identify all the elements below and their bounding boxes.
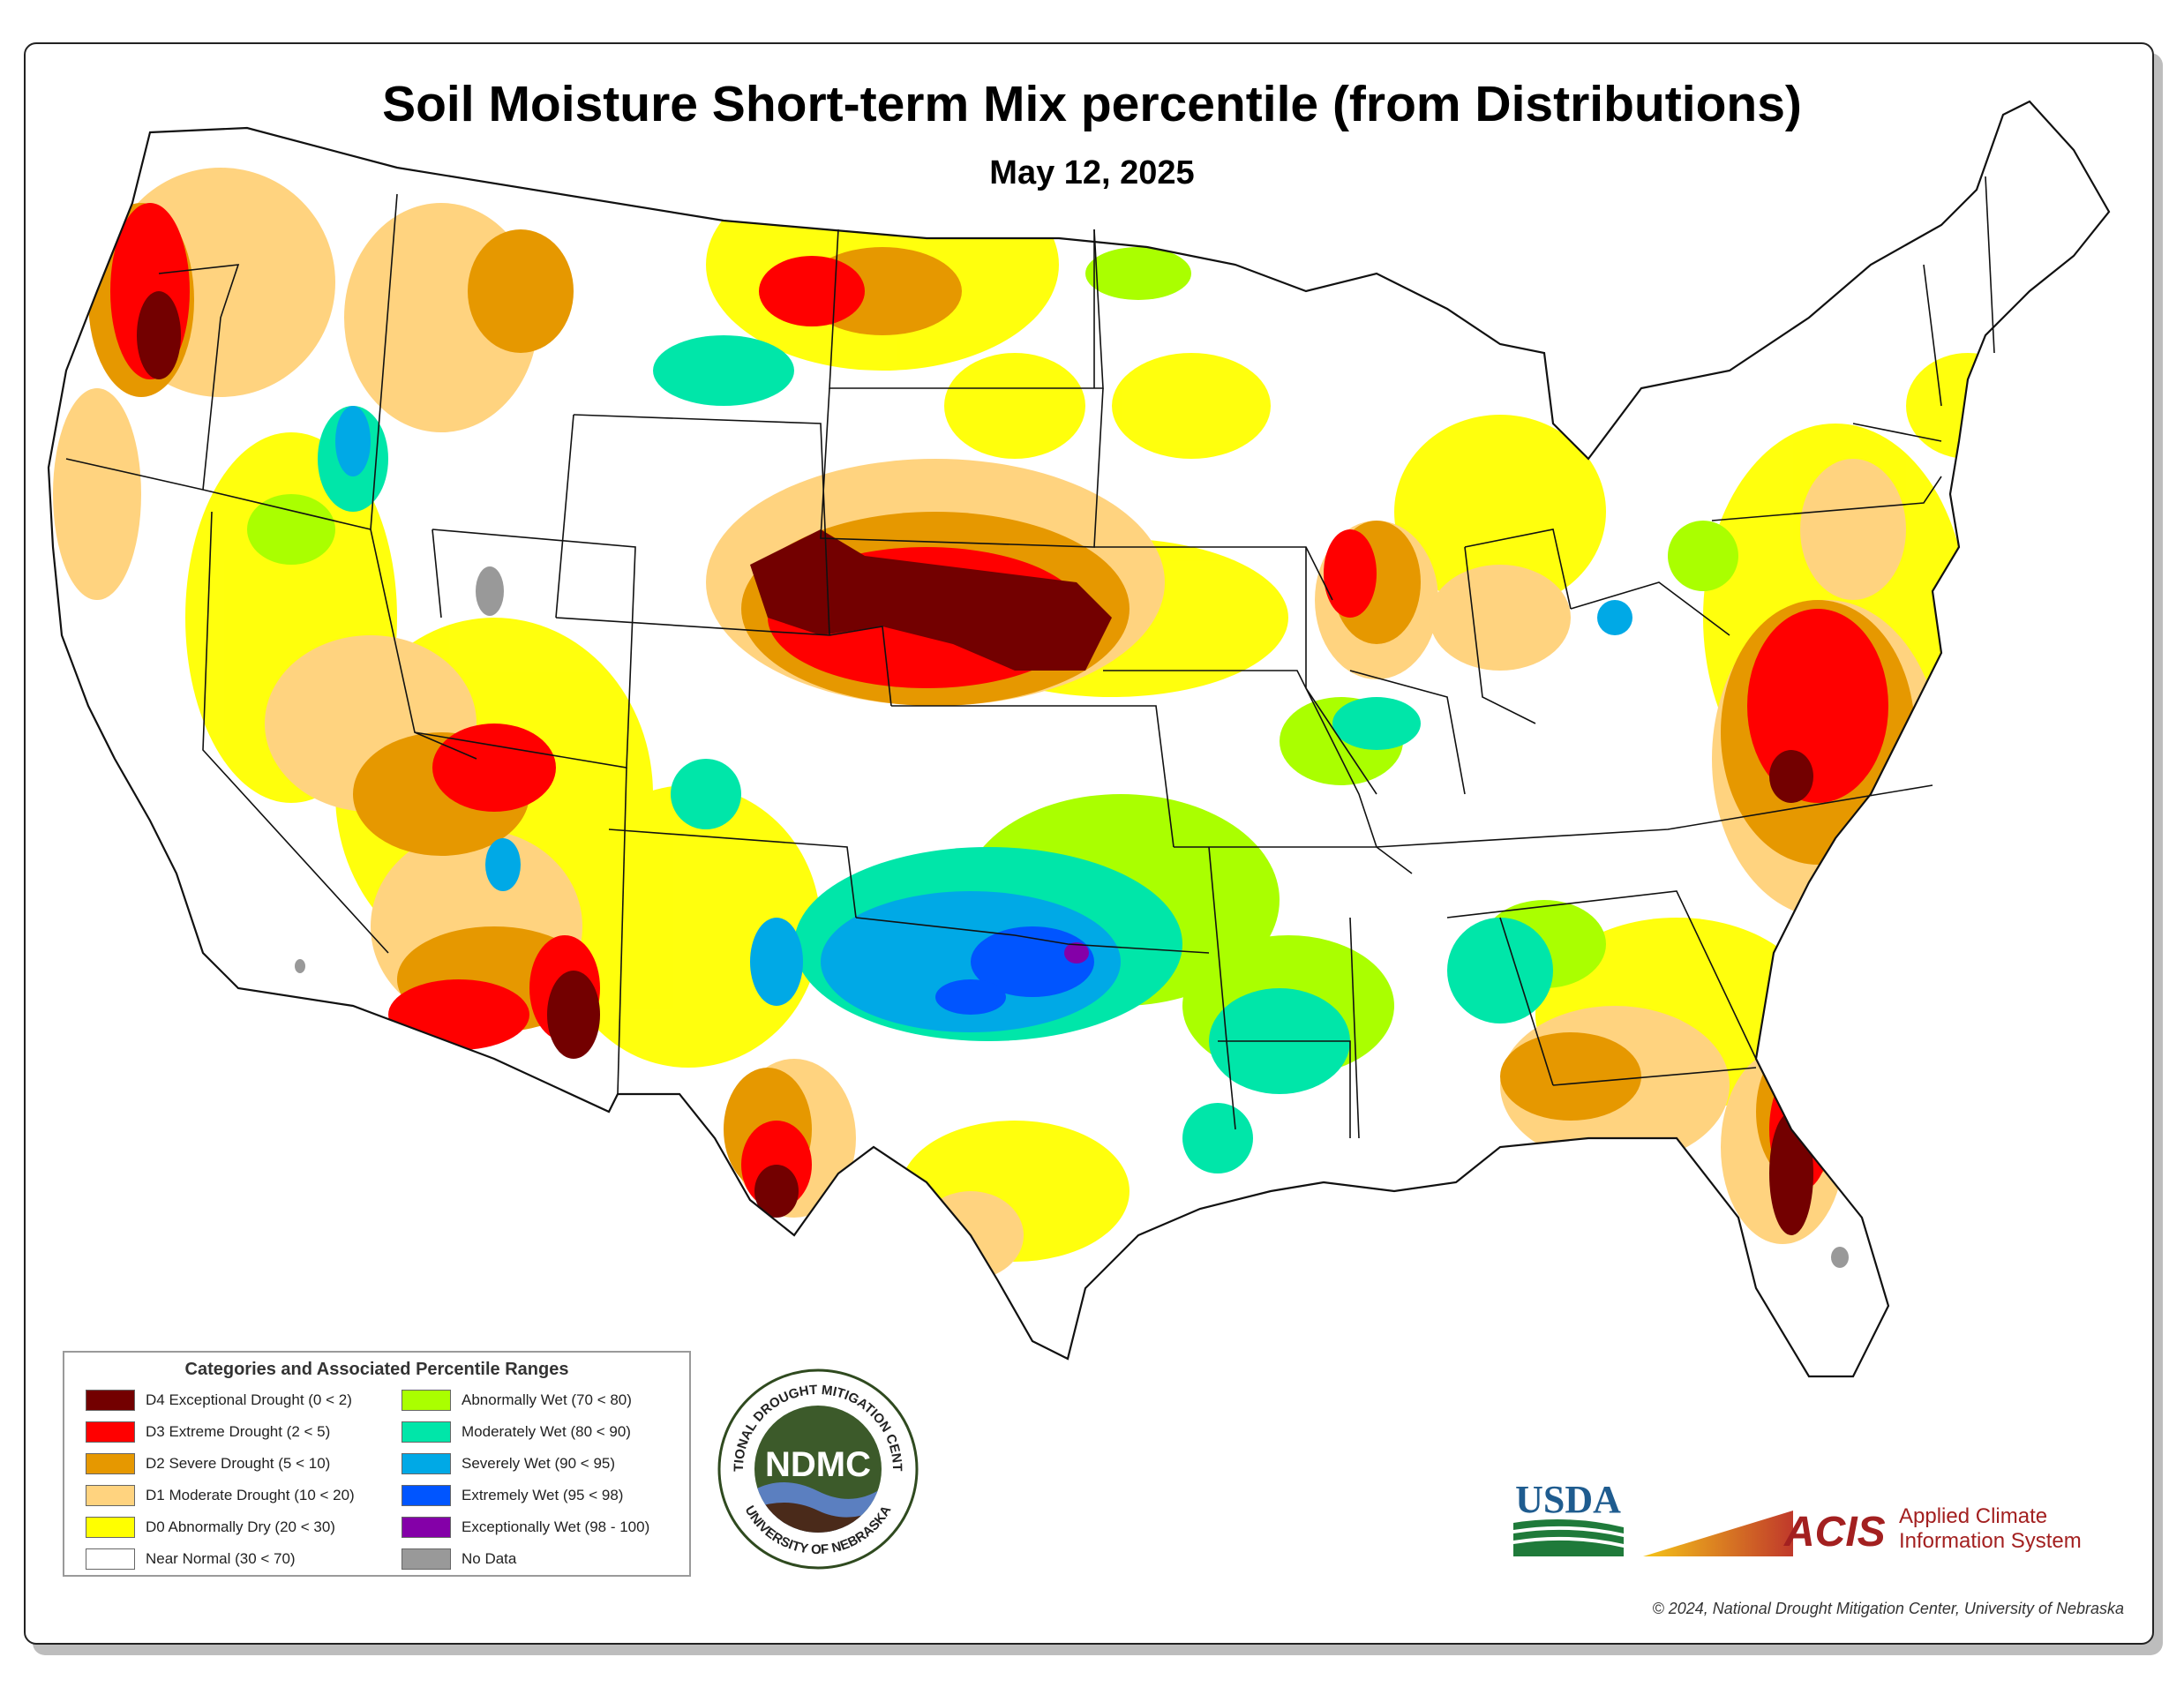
- copyright-text: © 2024, National Drought Mitigation Cent…: [1652, 1600, 2124, 1617]
- legend-swatch: [86, 1421, 135, 1443]
- legend-label: No Data: [462, 1550, 517, 1567]
- ndmc-center-text: NDMC: [765, 1445, 871, 1484]
- legend-label: D1 Moderate Drought (10 < 20): [146, 1487, 355, 1503]
- legend-swatch: [402, 1517, 451, 1538]
- legend-title: Categories and Associated Percentile Ran…: [184, 1360, 569, 1379]
- legend-label: D2 Severe Drought (5 < 10): [146, 1455, 331, 1472]
- acis-short-text: ACIS: [1783, 1509, 1886, 1556]
- legend-item-d4: D4 Exceptional Drought (0 < 2): [86, 1388, 352, 1413]
- legend-item-w3: Extremely Wet (95 < 98): [402, 1483, 623, 1508]
- legend-swatch: [86, 1517, 135, 1538]
- legend-item-w2: Severely Wet (90 < 95): [402, 1451, 615, 1476]
- legend-swatch: [402, 1548, 451, 1570]
- legend-swatch: [86, 1548, 135, 1570]
- legend-label: Severely Wet (90 < 95): [462, 1455, 616, 1472]
- legend-swatch: [402, 1485, 451, 1506]
- legend-label: Near Normal (30 < 70): [146, 1550, 296, 1567]
- legend-swatch: [86, 1453, 135, 1474]
- legend-item-w4: Exceptionally Wet (98 - 100): [402, 1515, 649, 1540]
- acis-line2-text: Information System: [1899, 1529, 2082, 1553]
- legend-label: Exceptionally Wet (98 - 100): [462, 1518, 650, 1535]
- legend-item-nodata: No Data: [402, 1547, 516, 1571]
- legend-label: D3 Extreme Drought (2 < 5): [146, 1423, 331, 1440]
- usda-text: USDA: [1515, 1479, 1621, 1521]
- legend-box: Categories and Associated Percentile Ran…: [63, 1351, 691, 1577]
- legend-item-d0: D0 Abnormally Dry (20 < 30): [86, 1515, 335, 1540]
- legend-item-d3: D3 Extreme Drought (2 < 5): [86, 1420, 330, 1444]
- legend-swatch: [86, 1390, 135, 1411]
- acis-logo: ACIS Applied Climate Information System: [1643, 1504, 2082, 1556]
- acis-line1-text: Applied Climate: [1899, 1504, 2047, 1528]
- ndmc-logo: NDMC NATIONAL DROUGHT MITIGATION CENTER …: [717, 1368, 919, 1570]
- legend-label: D0 Abnormally Dry (20 < 30): [146, 1518, 335, 1535]
- legend-label: Moderately Wet (80 < 90): [462, 1423, 631, 1440]
- legend-item-w1: Moderately Wet (80 < 90): [402, 1420, 631, 1444]
- legend-item-w0: Abnormally Wet (70 < 80): [402, 1388, 632, 1413]
- legend-label: Abnormally Wet (70 < 80): [462, 1391, 632, 1408]
- legend-label: D4 Exceptional Drought (0 < 2): [146, 1391, 352, 1408]
- map-date: May 12, 2025: [989, 154, 1195, 191]
- legend-swatch: [402, 1390, 451, 1411]
- legend-item-d1: D1 Moderate Drought (10 < 20): [86, 1483, 355, 1508]
- legend-swatch: [402, 1421, 451, 1443]
- usda-logo: USDA: [1513, 1479, 1624, 1556]
- map-title: Soil Moisture Short-term Mix percentile …: [382, 76, 1802, 132]
- legend-label: Extremely Wet (95 < 98): [462, 1487, 624, 1503]
- legend-swatch: [86, 1485, 135, 1506]
- legend-item-normal: Near Normal (30 < 70): [86, 1547, 296, 1571]
- legend-item-d2: D2 Severe Drought (5 < 10): [86, 1451, 330, 1476]
- legend-swatch: [402, 1453, 451, 1474]
